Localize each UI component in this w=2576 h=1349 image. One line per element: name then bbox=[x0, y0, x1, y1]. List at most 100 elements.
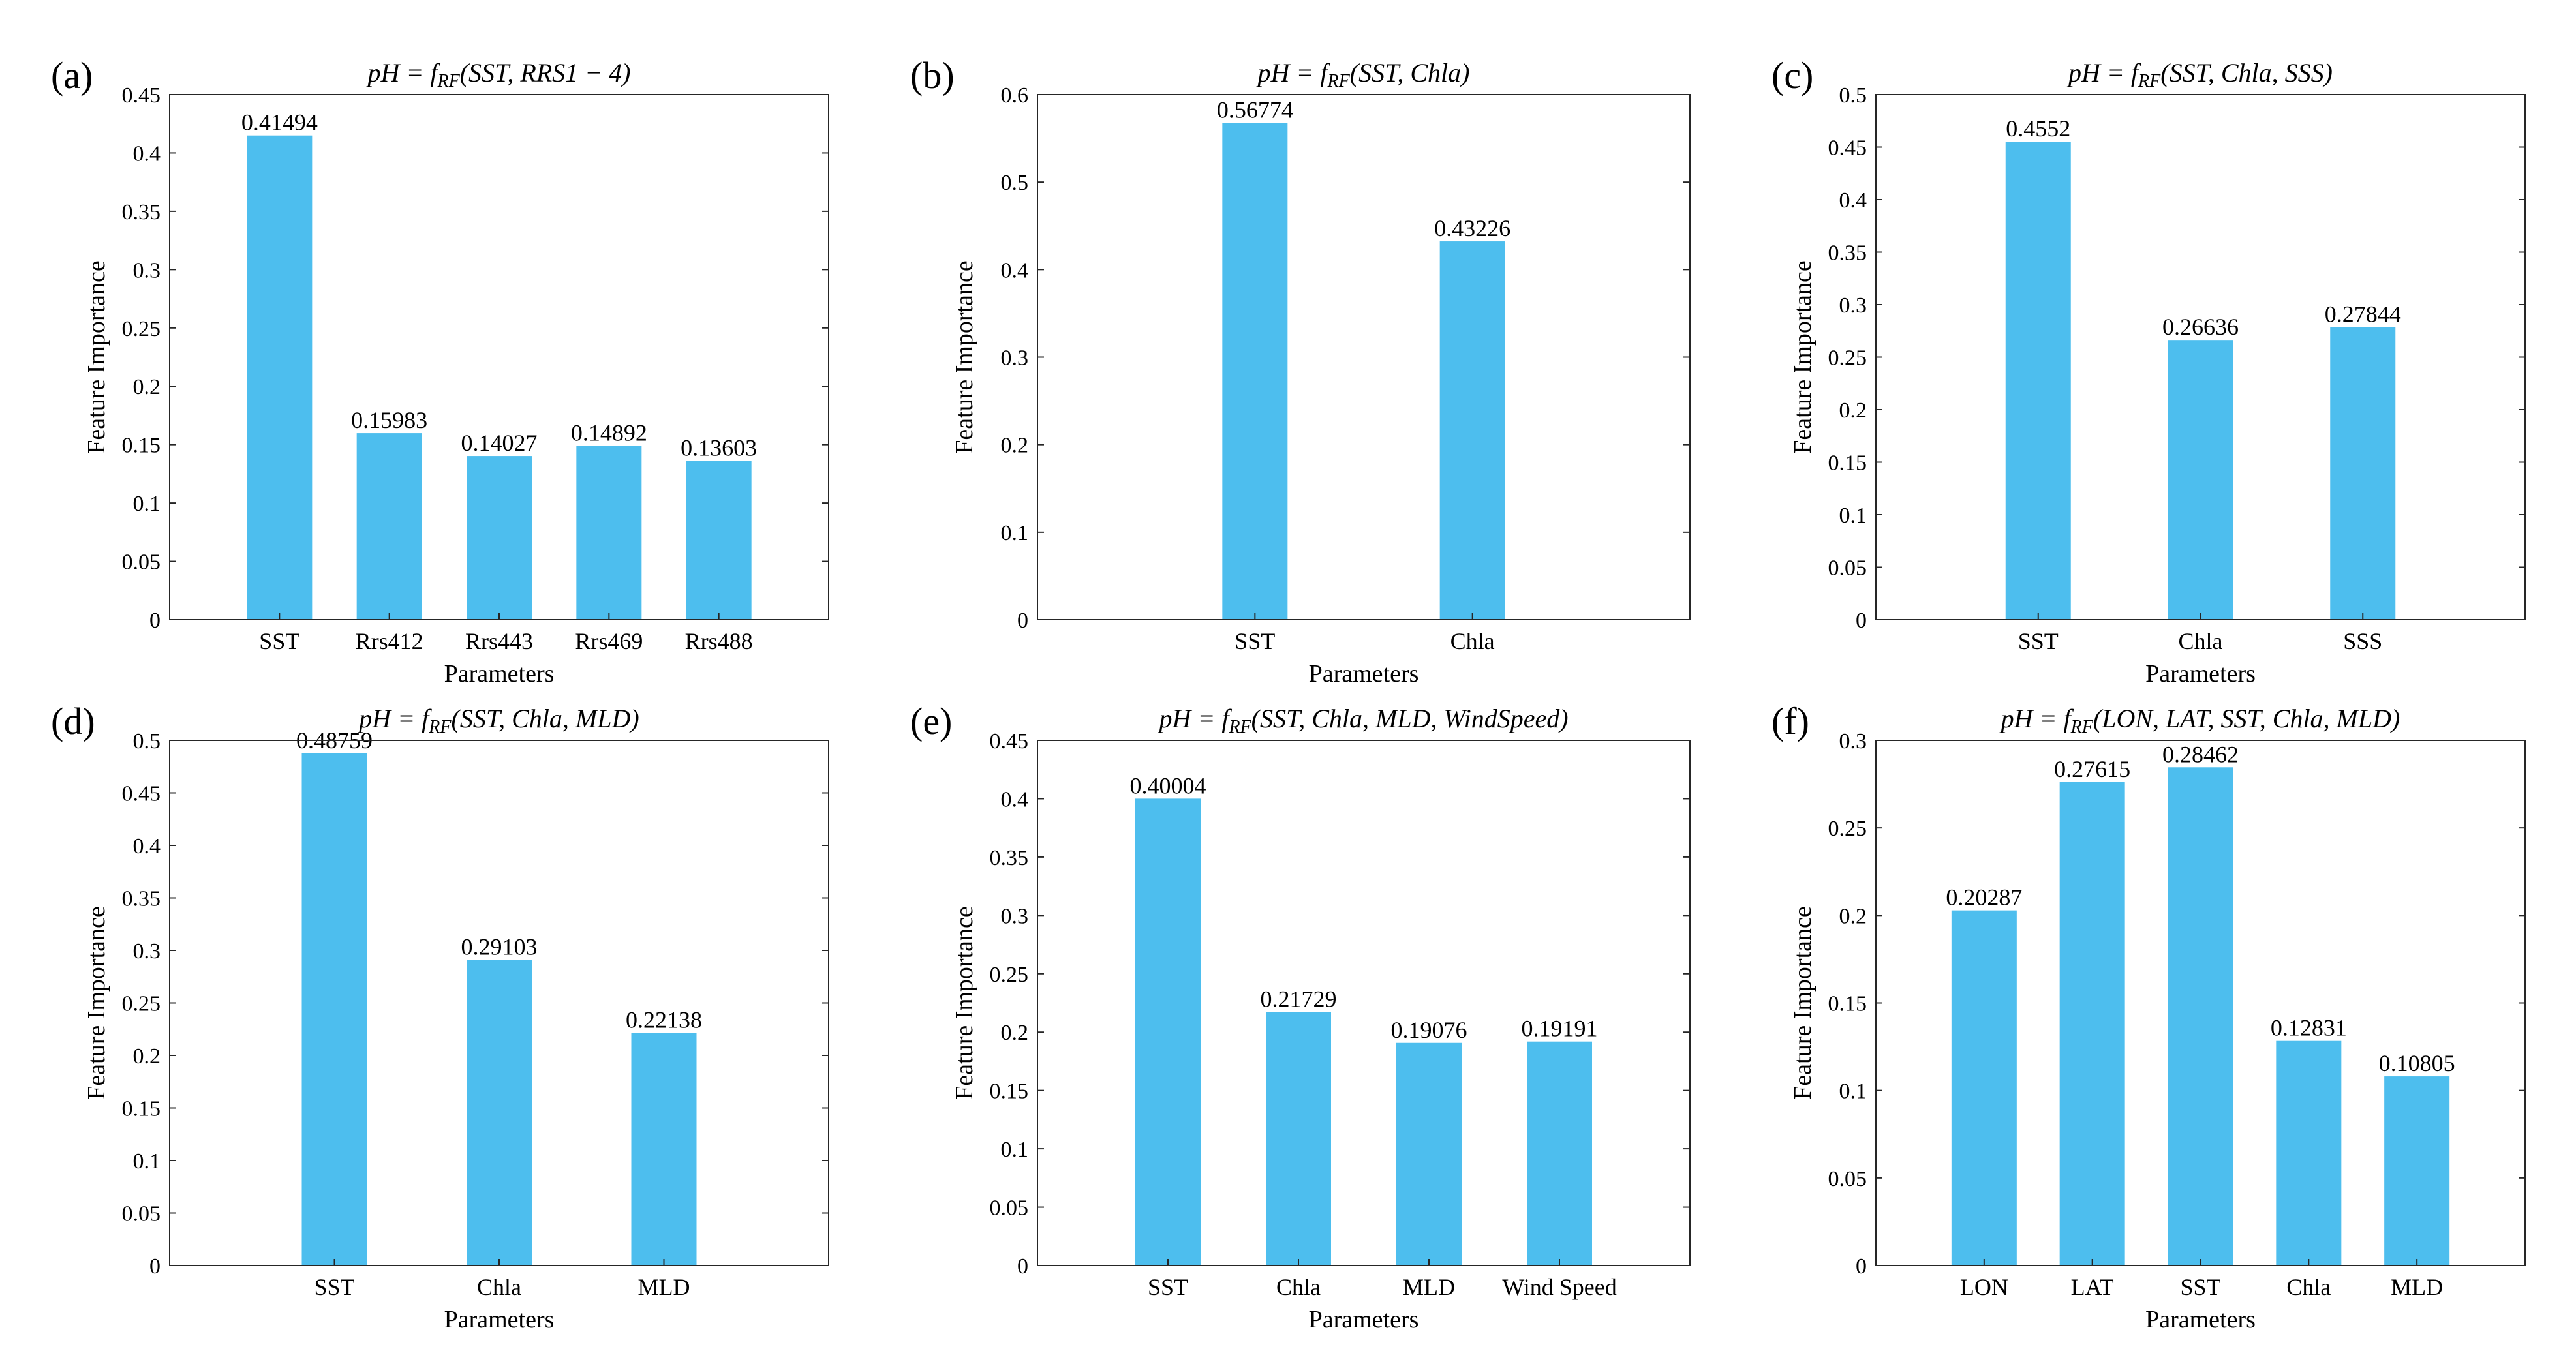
x-tick-label: Chla bbox=[2179, 628, 2223, 654]
bar-chla bbox=[467, 960, 532, 1266]
y-tick-label: 0.15 bbox=[122, 1097, 161, 1121]
plot-frame bbox=[169, 94, 829, 620]
y-tick-label: 0.15 bbox=[1828, 992, 1867, 1016]
bar-sst bbox=[1222, 123, 1288, 620]
chart-panel-f: (f) pH = fRF(LON, LAT, SST, Chla, MLD) 0.2… bbox=[1771, 700, 2526, 1333]
x-tick-label: SST bbox=[2180, 1274, 2220, 1300]
x-axis-label: Parameters bbox=[1309, 1306, 1419, 1333]
x-tick-label: Rrs488 bbox=[685, 628, 753, 654]
y-tick-label: 0.5 bbox=[1001, 171, 1029, 195]
chart-title: pH = fRF(SST, RRS1 − 4) bbox=[366, 58, 631, 91]
bar-mld bbox=[1396, 1042, 1462, 1266]
x-tick-label: SST bbox=[2018, 628, 2059, 654]
y-tick-label: 0 bbox=[149, 609, 161, 633]
y-axis-label: Feature Importance bbox=[83, 906, 110, 1099]
y-tick-label: 0.15 bbox=[990, 1080, 1029, 1104]
data-label: 0.56774 bbox=[1217, 97, 1293, 123]
x-tick-label: LAT bbox=[2071, 1274, 2114, 1300]
x-tick-label: Chla bbox=[1450, 628, 1495, 654]
data-label: 0.19191 bbox=[1522, 1016, 1598, 1042]
data-label: 0.43226 bbox=[1434, 215, 1510, 241]
x-tick-label: SST bbox=[1234, 628, 1275, 654]
bar-mld bbox=[631, 1033, 697, 1266]
chart-title: pH = fRF(SST, Chla, MLD, WindSpeed) bbox=[1157, 704, 1568, 737]
y-tick-label: 0.2 bbox=[1839, 399, 1867, 423]
y-tick-label: 0.5 bbox=[1839, 83, 1867, 108]
y-tick-label: 0.3 bbox=[133, 939, 161, 963]
x-tick-label: SST bbox=[314, 1274, 354, 1300]
y-tick-label: 0.05 bbox=[1828, 1167, 1867, 1191]
data-label: 0.40004 bbox=[1130, 772, 1206, 798]
bar-lat bbox=[2059, 781, 2125, 1266]
x-axis-label: Parameters bbox=[2145, 660, 2256, 688]
y-tick-label: 0.2 bbox=[1839, 904, 1867, 928]
y-tick-label: 0.3 bbox=[1839, 294, 1867, 318]
plot-frame bbox=[1875, 94, 2526, 620]
panel-label: (d) bbox=[51, 700, 95, 742]
y-tick-label: 0.35 bbox=[1828, 241, 1867, 265]
bar-rrs469 bbox=[576, 446, 642, 620]
chart-title: pH = fRF(SST, Chla) bbox=[1256, 58, 1470, 91]
data-label: 0.29103 bbox=[461, 933, 538, 960]
y-tick-label: 0.45 bbox=[122, 83, 161, 108]
y-tick-label: 0.3 bbox=[1001, 346, 1029, 371]
y-axis-label: Feature Importance bbox=[83, 260, 110, 453]
y-tick-label: 0 bbox=[1017, 609, 1028, 633]
bar-sst bbox=[301, 753, 367, 1266]
y-tick-label: 0.1 bbox=[1839, 1080, 1867, 1104]
bar-rrs443 bbox=[467, 456, 532, 620]
y-axis-label: Feature Importance bbox=[951, 260, 978, 453]
data-label: 0.26636 bbox=[2162, 314, 2239, 340]
bar-chla bbox=[2168, 340, 2233, 620]
bar-sst bbox=[1135, 798, 1201, 1266]
chart-panel-d: (d) pH = fRF(SST, Chla, MLD)0.48759SST0.2… bbox=[51, 700, 829, 1333]
y-axis-label: Feature Importance bbox=[951, 906, 978, 1099]
y-tick-label: 0.1 bbox=[133, 1149, 161, 1174]
bar-mld bbox=[2384, 1076, 2450, 1266]
bar-wind-speed bbox=[1527, 1041, 1592, 1266]
x-tick-label: SST bbox=[1148, 1274, 1188, 1300]
panel-label: (e) bbox=[910, 700, 952, 742]
x-axis-label: Parameters bbox=[444, 1306, 555, 1333]
x-tick-label: MLD bbox=[638, 1274, 690, 1300]
bar-sst bbox=[2005, 142, 2071, 620]
x-tick-label: Rrs412 bbox=[356, 628, 423, 654]
y-tick-label: 0.45 bbox=[122, 782, 161, 806]
data-label: 0.13603 bbox=[681, 435, 757, 461]
y-tick-label: 0.4 bbox=[1001, 258, 1029, 282]
bar-chla bbox=[1439, 241, 1505, 620]
y-tick-label: 0.6 bbox=[1001, 83, 1029, 108]
y-tick-label: 0.2 bbox=[133, 375, 161, 399]
y-tick-label: 0.25 bbox=[1828, 817, 1867, 841]
panel-label: (b) bbox=[910, 54, 955, 97]
y-tick-label: 0.05 bbox=[1828, 556, 1867, 581]
y-tick-label: 0.3 bbox=[1839, 729, 1867, 753]
y-tick-label: 0.1 bbox=[133, 492, 161, 516]
y-tick-label: 0.15 bbox=[122, 434, 161, 458]
y-tick-label: 0.05 bbox=[990, 1196, 1029, 1220]
y-axis-label: Feature Importance bbox=[1789, 906, 1817, 1099]
y-axis-label: Feature Importance bbox=[1789, 260, 1817, 453]
bar-sss bbox=[2330, 327, 2396, 620]
data-label: 0.15983 bbox=[351, 407, 427, 433]
data-label: 0.41494 bbox=[241, 110, 318, 136]
bar-lon bbox=[1951, 910, 2017, 1266]
bar-chla bbox=[1266, 1012, 1331, 1266]
x-axis-label: Parameters bbox=[444, 660, 555, 688]
y-tick-label: 0.5 bbox=[133, 729, 161, 753]
plot-frame bbox=[1037, 94, 1691, 620]
bar-sst bbox=[2168, 767, 2233, 1266]
chart-title: pH = fRF(SST, Chla, MLD) bbox=[357, 704, 639, 737]
chart-panel-b: (b) pH = fRF(SST, Chla) 0.56774 SST 0.43226 C… bbox=[910, 54, 1691, 688]
y-tick-label: 0 bbox=[1856, 609, 1867, 633]
y-tick-label: 0.15 bbox=[1828, 451, 1867, 476]
y-tick-label: 0.25 bbox=[990, 963, 1029, 987]
plot-frame bbox=[1875, 740, 2526, 1266]
y-tick-label: 0.25 bbox=[1828, 346, 1867, 371]
bar-chla bbox=[2276, 1040, 2342, 1266]
y-tick-label: 0 bbox=[1017, 1254, 1028, 1279]
data-label: 0.14892 bbox=[571, 420, 647, 446]
x-tick-label: Wind Speed bbox=[1502, 1274, 1617, 1300]
x-tick-label: SSS bbox=[2343, 628, 2382, 654]
